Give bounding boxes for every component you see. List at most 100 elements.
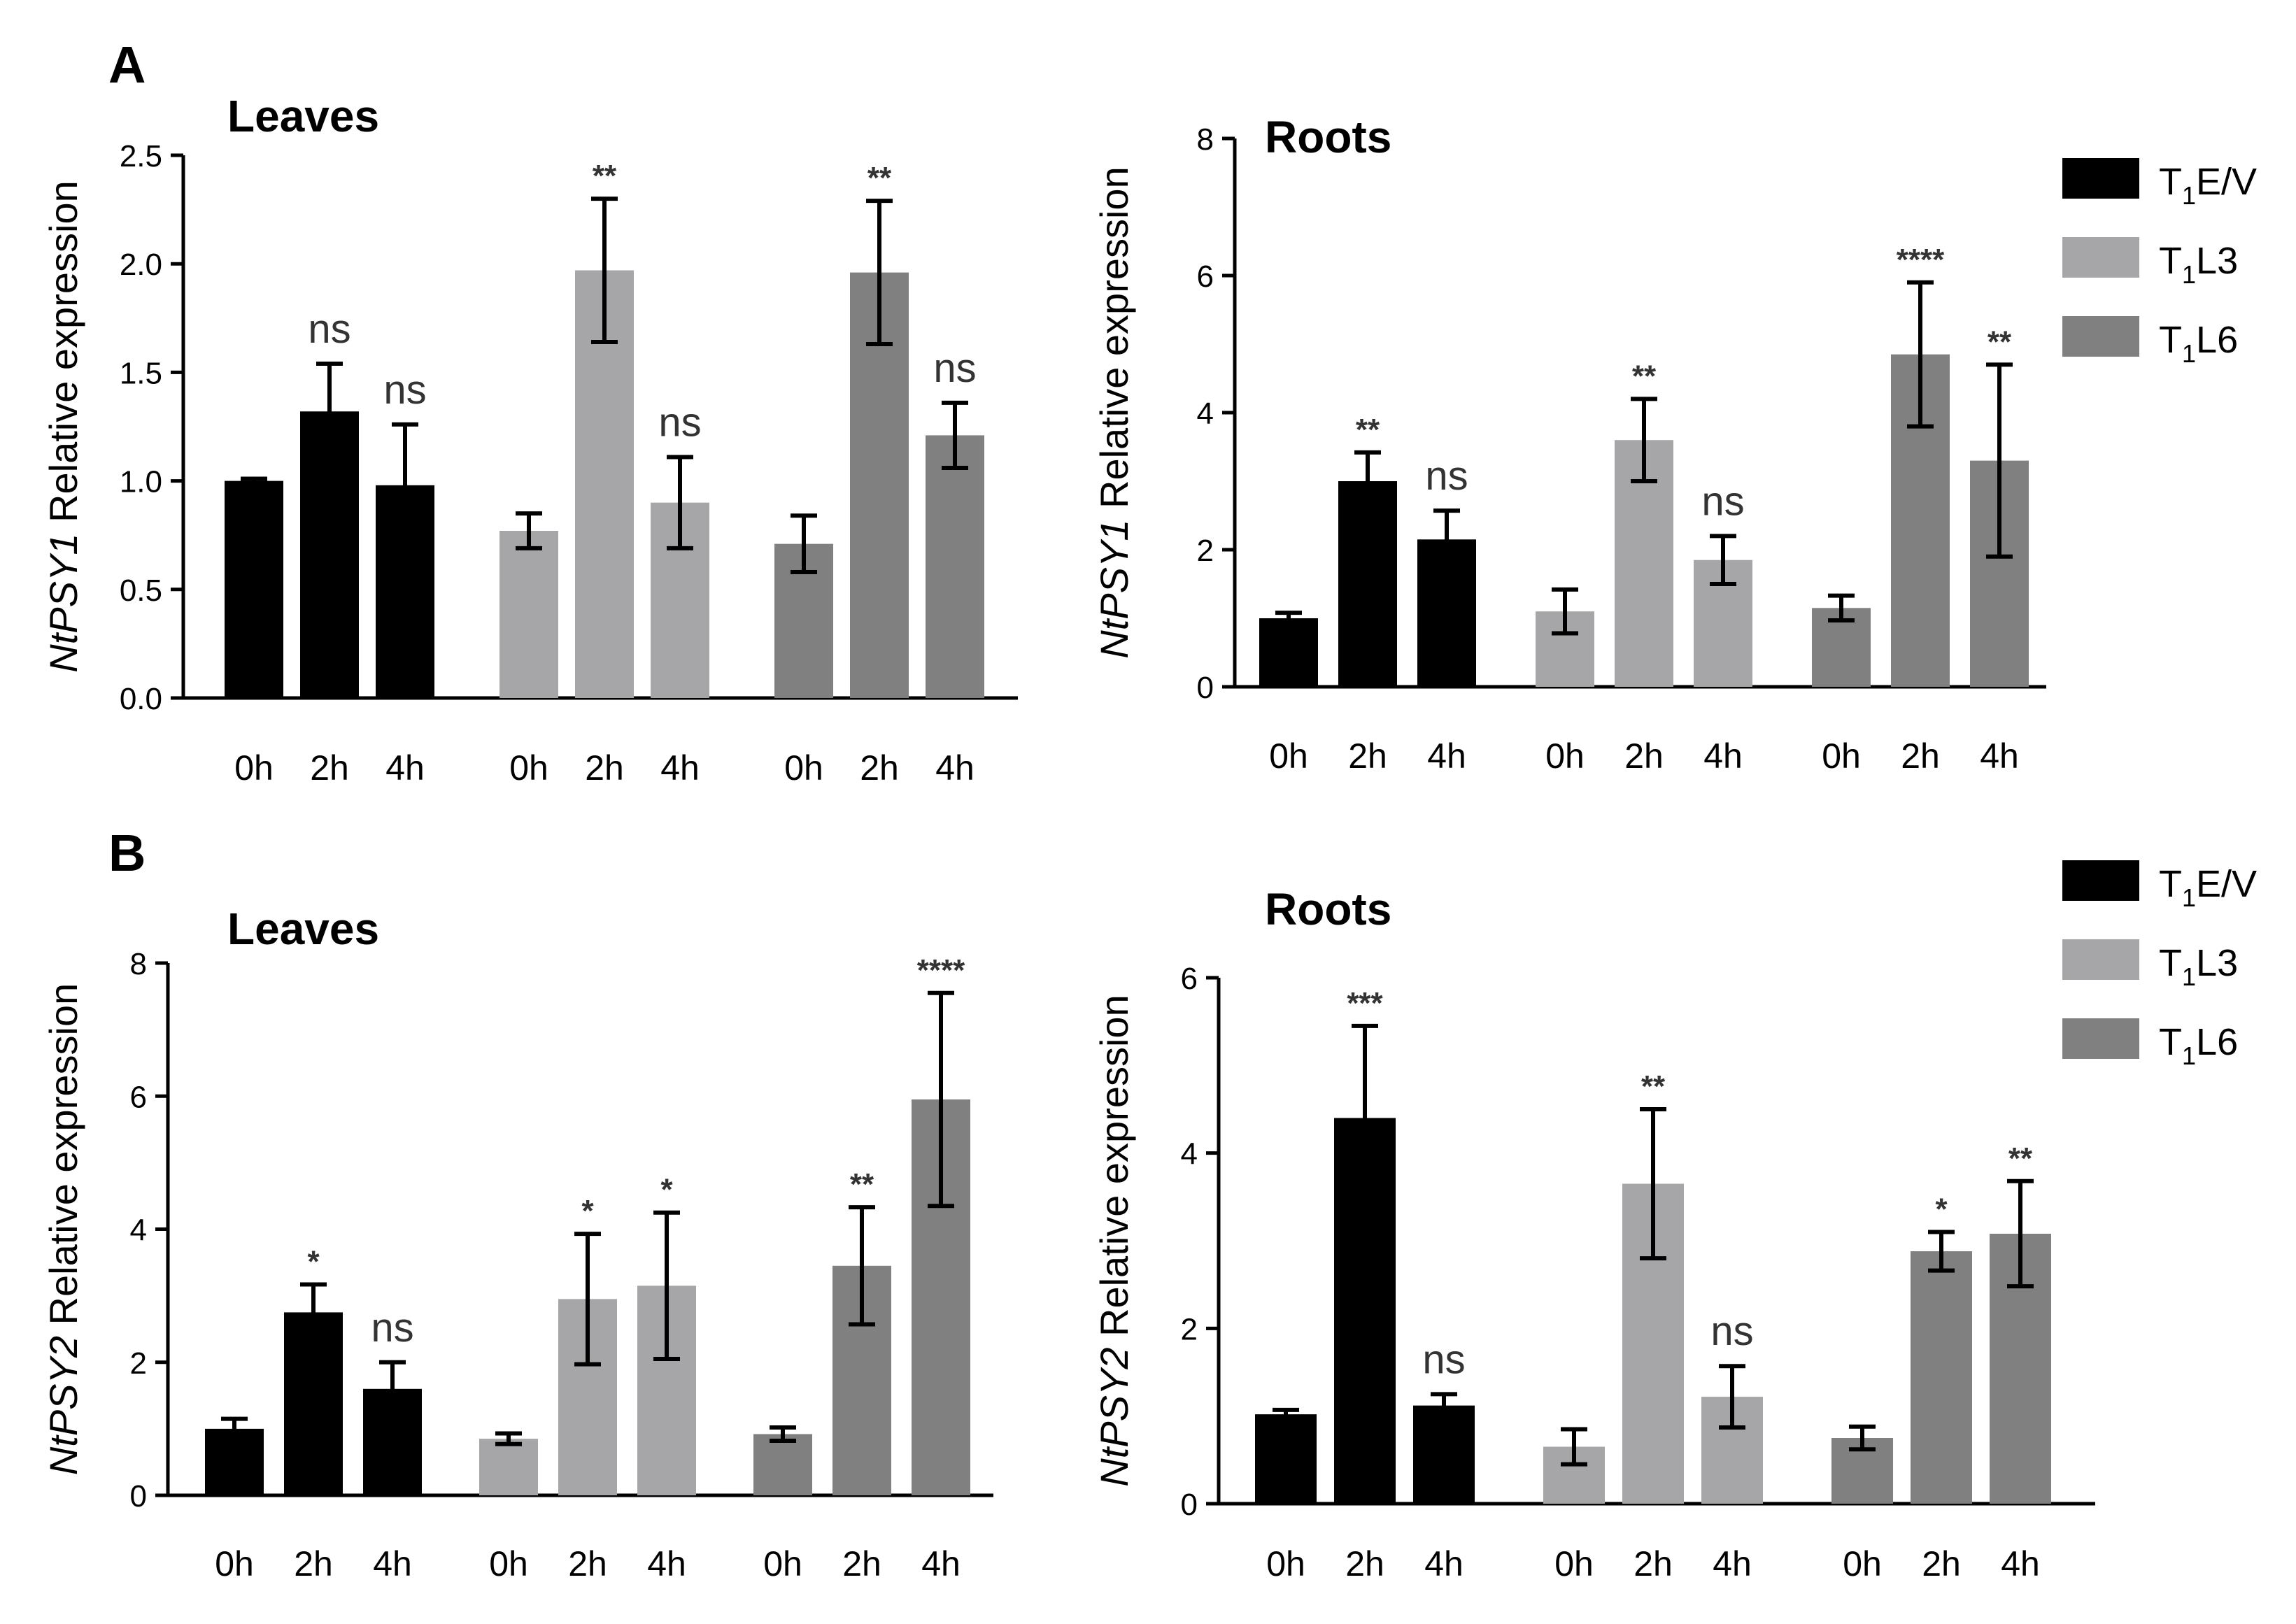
chart-2: Roots NtPSY1 Relative expression 0 2 4 6 8 0h **…	[1092, 112, 2046, 776]
panel-label-a: A	[108, 36, 146, 94]
y-tick-label: 4	[1197, 397, 1214, 431]
significance-label: ns	[1710, 1309, 1753, 1354]
y-axis-label-text: Relative expression	[41, 983, 85, 1336]
significance-label: ns	[1425, 453, 1468, 499]
x-tick-label: 4h	[1427, 736, 1466, 776]
legend-swatch	[2062, 860, 2139, 901]
x-tick-label: 0h	[1843, 1544, 1882, 1583]
bar-t1ev-0h	[1259, 618, 1318, 687]
legend-label-prefix: T	[2159, 863, 2182, 905]
x-tick-label: 0h	[1554, 1544, 1594, 1583]
y-tick-label: 6	[1181, 962, 1198, 996]
bar-t1ev-2h	[1338, 481, 1397, 687]
significance-label: **	[867, 161, 892, 195]
x-tick-label: 0h	[509, 748, 548, 788]
x-tick-label: 2h	[585, 748, 624, 788]
x-tick-label: 2h	[1922, 1544, 1961, 1583]
y-tick-label: 0.5	[120, 574, 162, 608]
significance-label: ns	[383, 367, 426, 413]
significance-label: ns	[658, 399, 701, 445]
y-axis-label-gene: NtPSY2	[1092, 1348, 1136, 1487]
significance-label: *	[1935, 1192, 1948, 1226]
x-tick-label: 2h	[1345, 1544, 1384, 1583]
legend-swatch	[2062, 237, 2139, 278]
y-tick-label: 1.5	[120, 356, 162, 390]
significance-label: ns	[1422, 1337, 1465, 1382]
chart-title: Leaves	[227, 904, 379, 954]
x-tick-label: 0h	[1266, 1544, 1305, 1583]
y-tick-label: 1.0	[120, 465, 162, 499]
x-tick-label: 4h	[1703, 736, 1743, 776]
legend-label-subscript: 1	[2182, 883, 2196, 912]
significance-label: ****	[917, 953, 965, 988]
bar-t1ev-2h	[284, 1312, 343, 1495]
significance-label: **	[2008, 1141, 2033, 1176]
chart-title: Roots	[1265, 884, 1391, 934]
x-tick-label: 0h	[784, 748, 823, 788]
y-tick-label: 2.0	[120, 248, 162, 282]
significance-label: ns	[933, 346, 976, 391]
x-tick-label: 0h	[215, 1544, 254, 1583]
y-tick-label: 4	[130, 1213, 147, 1248]
x-tick-label: 4h	[373, 1544, 412, 1583]
y-tick-label: 0	[1181, 1488, 1198, 1522]
chart-1: Leaves NtPSY1 Relative expression 0.0 0.5 1.…	[41, 91, 1018, 788]
x-tick-label: 2h	[1901, 736, 1940, 776]
significance-label: ns	[308, 306, 350, 352]
y-tick-label: 0	[1197, 671, 1214, 705]
bar-t1l6-0h	[753, 1434, 812, 1495]
y-axis-label: NtPSY1 Relative expression	[41, 180, 85, 672]
legend-label: T1L3	[2159, 240, 2238, 289]
legend-label-prefix: T	[2159, 319, 2182, 361]
legend-label: T1E/V	[2159, 161, 2257, 210]
significance-label: ns	[1701, 478, 1744, 524]
x-tick-label: 0h	[1545, 736, 1585, 776]
y-axis-label-gene: NtPSY2	[41, 1336, 85, 1475]
y-axis-label: NtPSY2 Relative expression	[41, 983, 85, 1475]
x-tick-label: 4h	[2001, 1544, 2040, 1583]
x-tick-label: 4h	[1980, 736, 2019, 776]
x-tick-label: 2h	[842, 1544, 881, 1583]
y-axis-label-text: Relative expression	[1092, 995, 1136, 1347]
bar-t1l6-2h	[1911, 1251, 1972, 1504]
x-tick-label: 2h	[1624, 736, 1664, 776]
bar-t1ev-0h	[225, 480, 283, 698]
x-tick-label: 4h	[1424, 1544, 1464, 1583]
y-tick-label: 2	[130, 1346, 147, 1381]
x-tick-label: 2h	[1348, 736, 1387, 776]
chart-title: Roots	[1265, 112, 1391, 162]
significance-label: **	[850, 1167, 874, 1202]
significance-label: *	[660, 1173, 673, 1207]
legend-label-prefix: T	[2159, 1021, 2182, 1063]
x-tick-label: 4h	[660, 748, 700, 788]
significance-label: ns	[371, 1305, 413, 1351]
y-axis-label-text: Relative expression	[1092, 166, 1136, 519]
x-tick-label: 2h	[1634, 1544, 1673, 1583]
bar-t1ev-4h	[1413, 1405, 1475, 1504]
legend-swatch	[2062, 1018, 2139, 1059]
x-tick-label: 4h	[1713, 1544, 1752, 1583]
x-tick-label: 2h	[568, 1544, 607, 1583]
legend-label-suffix: L6	[2196, 1021, 2238, 1063]
significance-label: **	[1987, 325, 2012, 359]
panel-label-b: B	[108, 824, 146, 882]
y-tick-label: 0	[130, 1479, 147, 1513]
legend-label: T1E/V	[2159, 863, 2257, 912]
legend-label-subscript: 1	[2182, 339, 2196, 368]
legend-label-suffix: E/V	[2196, 161, 2257, 203]
x-tick-label: 0h	[1269, 736, 1308, 776]
x-tick-label: 0h	[489, 1544, 528, 1583]
y-tick-label: 2	[1197, 534, 1214, 568]
bar-t1l3-0h	[499, 530, 558, 698]
legend-label-suffix: E/V	[2196, 863, 2257, 905]
legend-label-subscript: 1	[2182, 1041, 2196, 1070]
legend-label: T1L3	[2159, 942, 2238, 991]
x-tick-label: 4h	[935, 748, 975, 788]
legend-label-suffix: L3	[2196, 240, 2238, 282]
y-tick-label: 2	[1181, 1312, 1198, 1346]
